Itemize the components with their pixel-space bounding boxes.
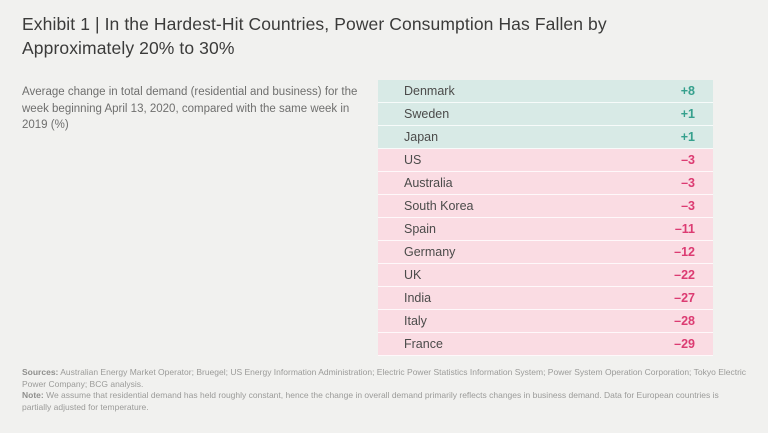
country-label: Australia [404, 176, 453, 190]
country-label: France [404, 337, 443, 351]
table-row: Denmark +8 [378, 80, 713, 103]
value-label: –28 [674, 314, 695, 328]
sources-label: Sources: [22, 367, 59, 377]
note-text: We assume that residential demand has he… [22, 390, 719, 412]
table-row: UK –22 [378, 264, 713, 287]
value-label: –3 [681, 153, 695, 167]
footer-sources: Sources: Australian Energy Market Operat… [22, 367, 748, 390]
value-label: –29 [674, 337, 695, 351]
table-row: France –29 [378, 333, 713, 356]
value-label: +8 [680, 84, 695, 98]
table-row: Italy –28 [378, 310, 713, 333]
table-row: Sweden +1 [378, 103, 713, 126]
country-label: UK [404, 268, 422, 282]
country-label: Italy [404, 314, 427, 328]
value-label: +1 [680, 130, 695, 144]
country-label: Sweden [404, 107, 450, 121]
exhibit-description: Average change in total demand (resident… [22, 86, 358, 131]
country-label: Spain [404, 222, 436, 236]
footer-note: Note: We assume that residential demand … [22, 390, 748, 413]
country-label: Japan [404, 130, 439, 144]
country-label: Denmark [404, 84, 455, 98]
exhibit-title: Exhibit 1 | In the Hardest-Hit Countries… [22, 14, 607, 58]
sources-text: Australian Energy Market Operator; Brueg… [22, 367, 747, 389]
table-row: India –27 [378, 287, 713, 310]
value-label: –11 [674, 222, 695, 236]
value-label: –3 [681, 199, 695, 213]
table-row: Japan +1 [378, 126, 713, 149]
table-row: Spain –11 [378, 218, 713, 241]
value-label: –3 [681, 176, 695, 190]
country-label: South Korea [404, 199, 474, 213]
demand-change-table: Denmark +8 Sweden +1 Japan +1 US –3 Aust… [378, 80, 713, 356]
table-row: Germany –12 [378, 241, 713, 264]
value-label: –12 [674, 245, 695, 259]
value-label: –22 [674, 268, 695, 282]
table-row: US –3 [378, 149, 713, 172]
country-label: India [404, 291, 432, 305]
country-label: Germany [404, 245, 456, 259]
value-label: +1 [680, 107, 695, 121]
country-label: US [404, 153, 422, 167]
value-label: –27 [674, 291, 695, 305]
table-row: Australia –3 [378, 172, 713, 195]
table-row: South Korea –3 [378, 195, 713, 218]
exhibit-footnotes: Sources: Australian Energy Market Operat… [22, 367, 748, 413]
note-label: Note: [22, 390, 44, 400]
